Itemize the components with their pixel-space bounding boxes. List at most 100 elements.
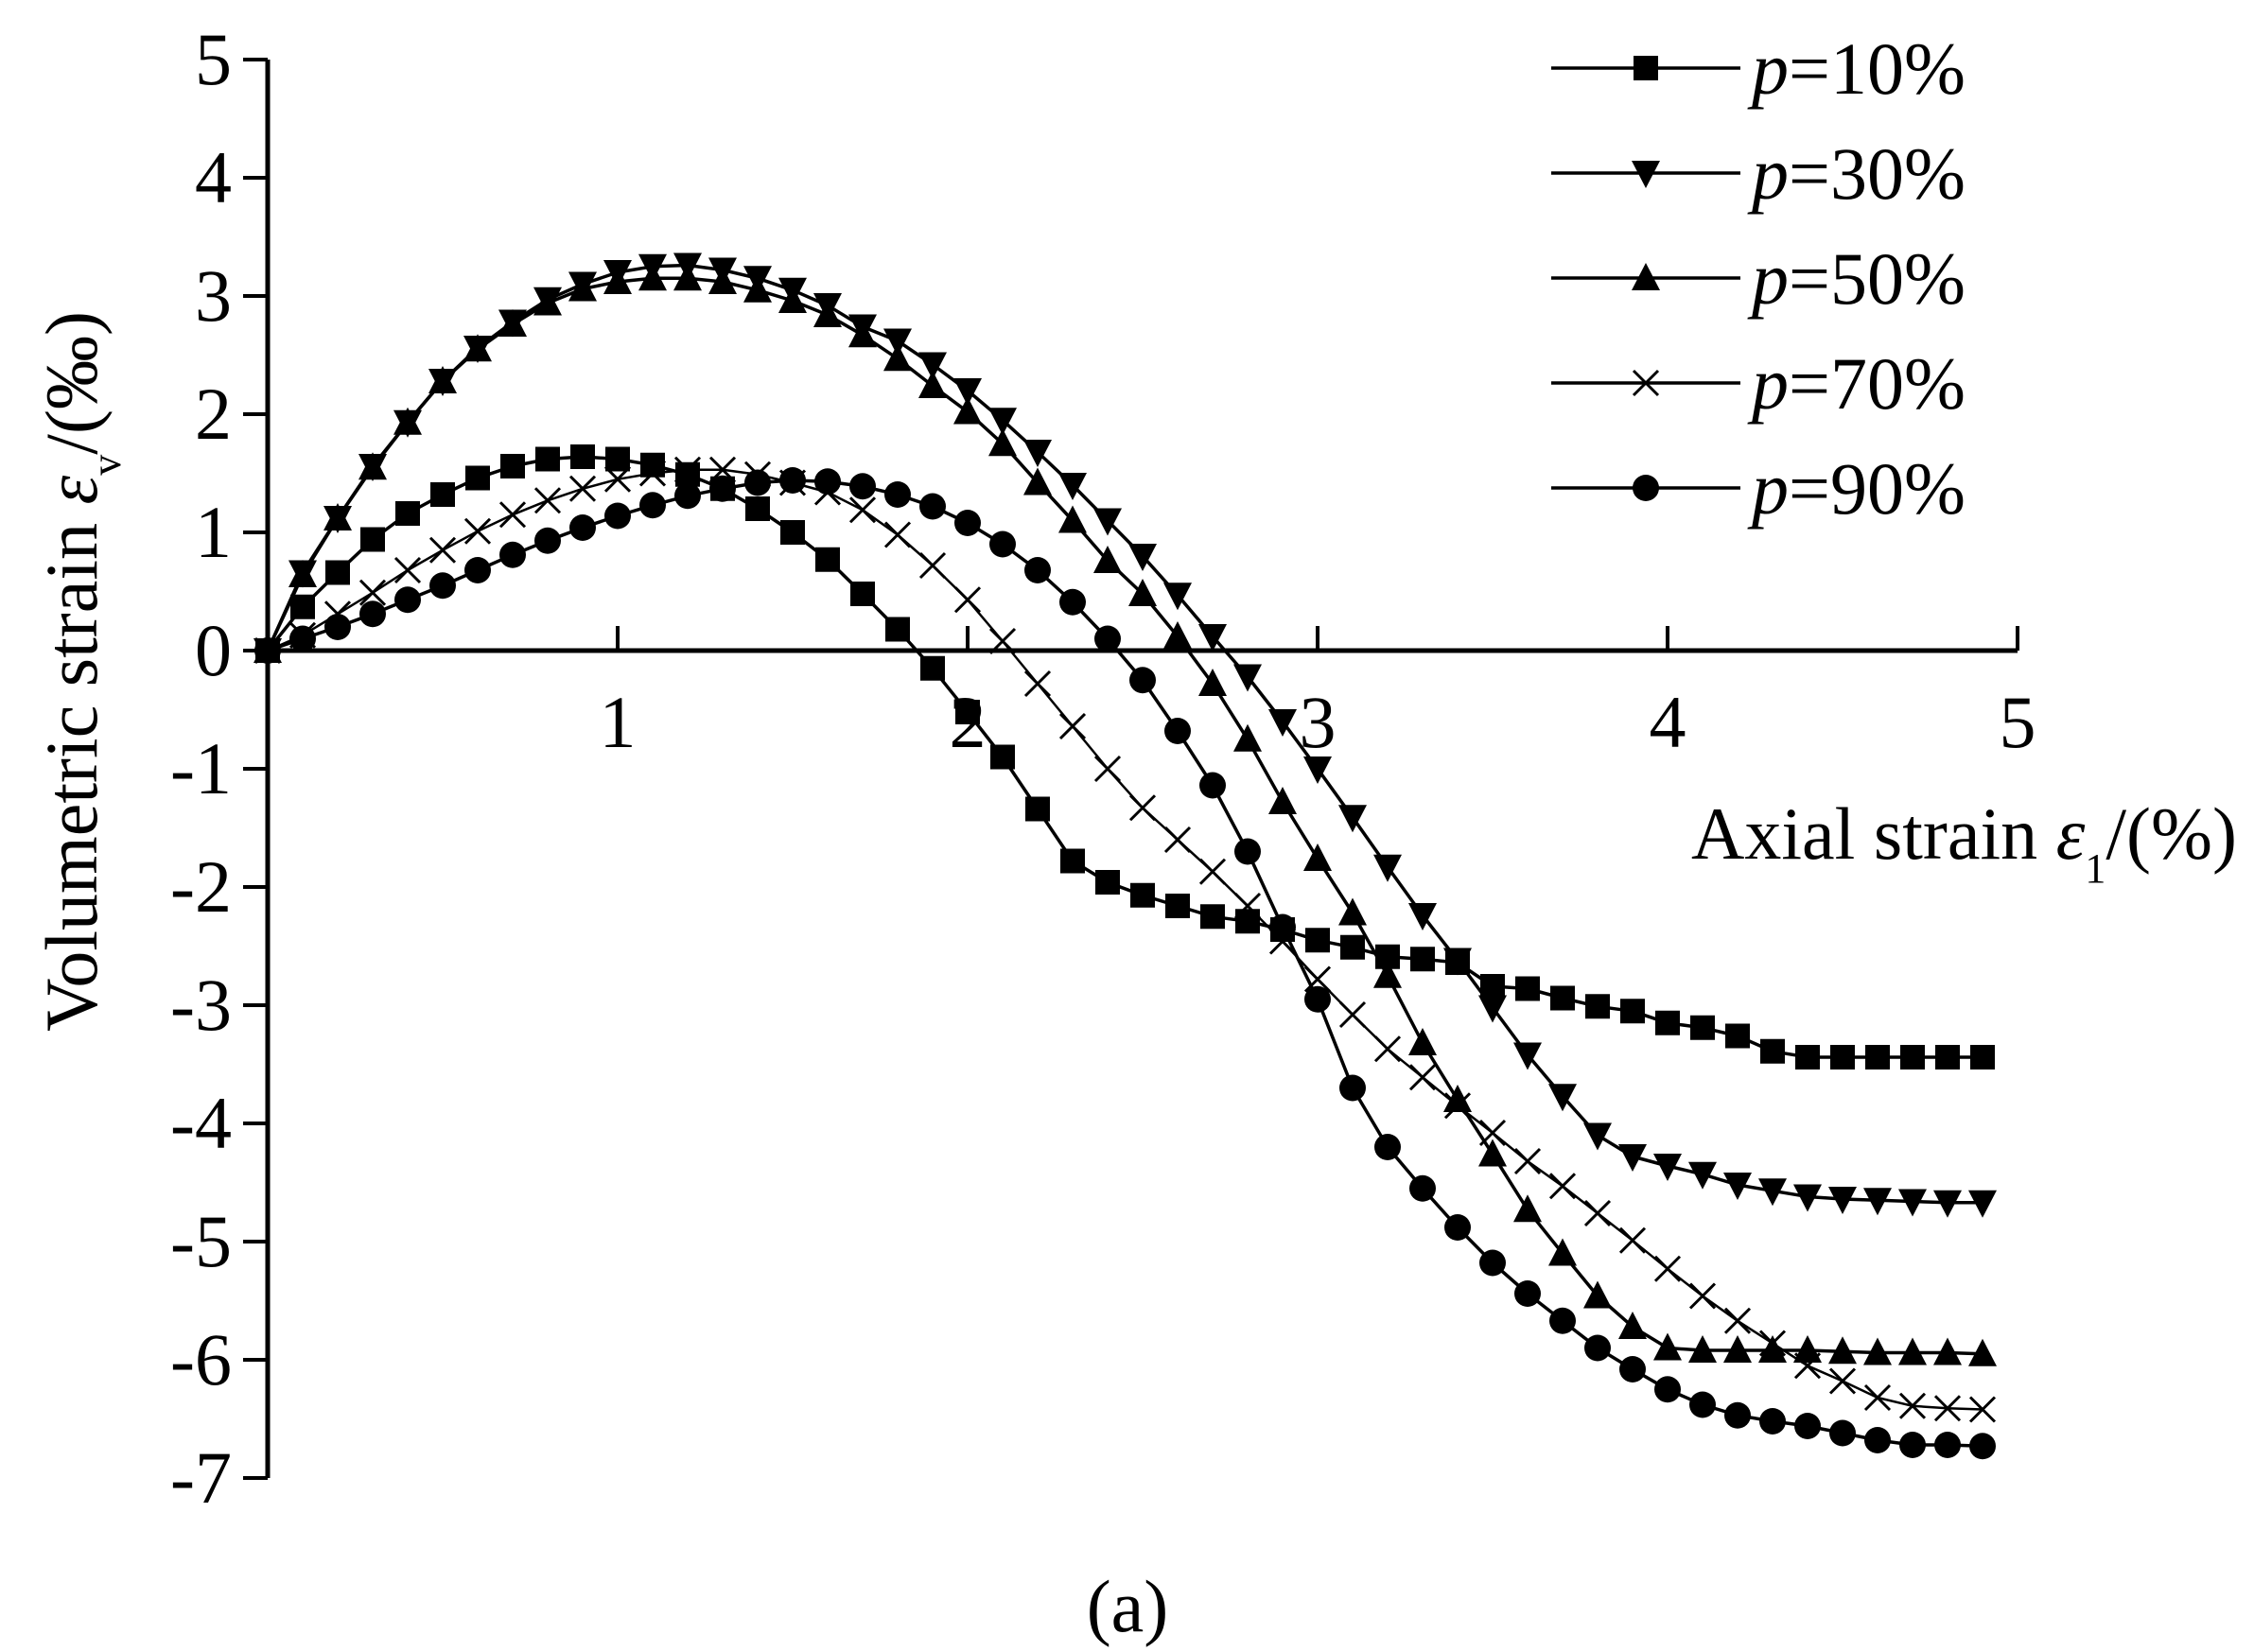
- legend-item: p=10%: [1551, 27, 1966, 110]
- data-point-series-4: [1163, 826, 1192, 854]
- data-point-series-1: [1130, 882, 1155, 908]
- data-point-series-3: [673, 263, 702, 291]
- data-point-series-3: [1233, 723, 1262, 752]
- data-point-series-4: [1443, 1092, 1472, 1120]
- data-point-series-2: [1373, 854, 1402, 882]
- y-tick-label: 3: [195, 254, 232, 337]
- data-point-series-4: [428, 536, 457, 564]
- data-point-series-3: [638, 263, 667, 291]
- data-point-series-3: [1128, 579, 1157, 606]
- data-point-series-3: [428, 366, 457, 393]
- data-point-series-1: [745, 496, 770, 521]
- data-point-series-3: [1443, 1085, 1472, 1112]
- data-point-series-3: [1968, 1338, 1997, 1366]
- data-point-series-2: [1338, 805, 1367, 833]
- data-point-series-4: [1548, 1173, 1577, 1200]
- data-point-series-5: [1304, 985, 1331, 1013]
- y-tick-label: -5: [170, 1200, 232, 1282]
- data-point-series-4: [1968, 1396, 1997, 1423]
- data-point-series-1: [1620, 999, 1645, 1024]
- data-point-series-1: [780, 520, 805, 545]
- data-point-series-5: [1549, 1307, 1576, 1334]
- data-point-series-2: [1723, 1173, 1752, 1200]
- legend-marker: [1634, 56, 1658, 80]
- data-point-series-5: [1479, 1249, 1506, 1277]
- data-point-series-2: [1863, 1188, 1892, 1216]
- x-tick-label: 5: [2000, 681, 2036, 763]
- data-point-series-2: [1408, 903, 1437, 930]
- data-point-series-5: [744, 469, 771, 496]
- data-point-series-1: [500, 454, 525, 478]
- data-point-series-5: [359, 600, 386, 628]
- data-point-series-2: [918, 352, 947, 380]
- data-point-series-1: [1795, 1045, 1820, 1069]
- data-point-series-2: [1443, 948, 1472, 976]
- y-tick-label: -4: [170, 1082, 232, 1164]
- y-tick-label: -7: [170, 1436, 232, 1519]
- data-point-series-5: [989, 530, 1016, 558]
- data-point-series-3: [1583, 1280, 1612, 1309]
- data-point-series-5: [674, 482, 701, 510]
- data-point-series-1: [1935, 1045, 1960, 1069]
- data-point-series-5: [1724, 1401, 1751, 1429]
- data-point-series-3: [743, 274, 772, 303]
- data-point-series-3: [603, 267, 632, 294]
- panel-label: (a): [1087, 1565, 1169, 1647]
- data-point-series-3: [953, 396, 982, 425]
- data-point-series-5: [1899, 1432, 1926, 1458]
- data-point-series-5: [1759, 1408, 1786, 1435]
- legend-label: p=90%: [1747, 447, 1966, 530]
- data-point-series-5: [1794, 1413, 1821, 1439]
- data-point-series-4: [568, 475, 597, 502]
- data-point-series-2: [1303, 756, 1332, 784]
- legend-marker: [1633, 475, 1659, 501]
- data-point-series-5: [429, 572, 456, 600]
- data-point-series-5: [1199, 772, 1226, 799]
- data-point-series-2: [883, 328, 912, 356]
- data-point-series-5: [1094, 625, 1121, 652]
- data-point-series-3: [533, 287, 562, 316]
- data-point-series-1: [1165, 894, 1190, 918]
- data-point-series-5: [1409, 1174, 1436, 1202]
- data-point-series-5: [1234, 838, 1261, 865]
- data-point-series-4: [1478, 1119, 1507, 1147]
- data-point-series-1: [815, 547, 840, 572]
- data-point-series-5: [1969, 1433, 1996, 1460]
- data-point-series-5: [954, 510, 981, 536]
- data-point-series-4: [708, 456, 737, 483]
- data-point-series-1: [920, 655, 945, 681]
- data-point-series-2: [1828, 1187, 1857, 1214]
- data-point-series-4: [673, 456, 702, 483]
- series-line-4: [267, 468, 1983, 1411]
- data-point-series-3: [1478, 1139, 1507, 1167]
- data-point-series-3: [1933, 1337, 1962, 1365]
- data-point-series-1: [1305, 928, 1330, 953]
- data-point-series-2: [1163, 583, 1192, 611]
- data-point-series-5: [639, 492, 666, 519]
- legend-label: p=50%: [1747, 237, 1966, 320]
- data-point-series-2: [953, 378, 982, 406]
- y-tick-label: -2: [170, 845, 232, 928]
- data-point-series-2: [1653, 1154, 1682, 1181]
- data-point-series-3: [813, 300, 842, 327]
- y-axis-label: Volumetric strain εv/(‰): [30, 311, 130, 1032]
- legend-item: p=90%: [1551, 447, 1966, 530]
- series-markers: [253, 252, 1997, 1460]
- data-point-series-2: [1513, 1042, 1542, 1070]
- data-point-series-3: [1268, 787, 1297, 814]
- x-tick-label: 4: [1650, 681, 1686, 763]
- data-point-series-1: [360, 527, 385, 552]
- data-point-series-4: [1793, 1352, 1822, 1380]
- data-point-series-3: [1023, 467, 1052, 496]
- legend-item: p=30%: [1551, 132, 1966, 215]
- data-point-series-1: [1585, 994, 1610, 1019]
- data-point-series-1: [1900, 1045, 1925, 1069]
- data-point-series-3: [1093, 546, 1122, 573]
- data-point-series-5: [709, 475, 736, 502]
- data-point-series-5: [1269, 913, 1296, 941]
- data-point-series-5: [919, 493, 946, 520]
- data-point-series-3: [1618, 1312, 1647, 1339]
- data-point-series-4: [1828, 1367, 1857, 1395]
- data-point-series-1: [465, 465, 490, 491]
